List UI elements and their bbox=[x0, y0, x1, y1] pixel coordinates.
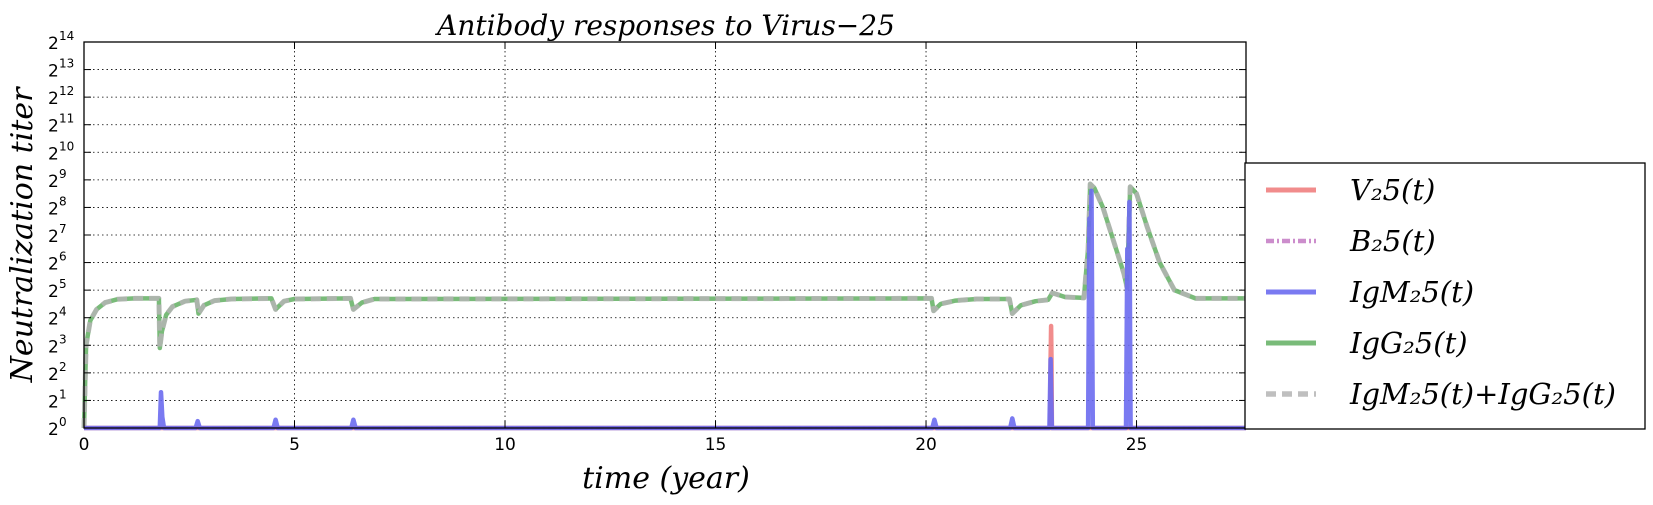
series-layer bbox=[81, 181, 1246, 431]
legend-label: IgM₂5(t)+IgG₂5(t) bbox=[1349, 377, 1616, 411]
y-tick-label: 2 11 bbox=[48, 112, 74, 137]
legend-label: B₂5(t) bbox=[1349, 224, 1436, 258]
y-tick-base: 2 bbox=[48, 144, 59, 164]
legend-box bbox=[1244, 162, 1646, 430]
y-tick-base: 2 bbox=[48, 282, 59, 302]
y-tick-base: 2 bbox=[48, 310, 59, 330]
y-tick-base: 2 bbox=[48, 365, 59, 385]
legend-label: IgM₂5(t) bbox=[1349, 275, 1474, 309]
legend: V₂5(t) B₂5(t) IgM₂5(t) IgG₂5(t) IgM₂5(t)+IgG… bbox=[1244, 162, 1646, 430]
legend-label: V₂5(t) bbox=[1350, 173, 1435, 207]
series-line-2 bbox=[84, 188, 1246, 431]
y-tick-exponent: 10 bbox=[59, 139, 74, 153]
x-tick-label: 5 bbox=[289, 435, 300, 455]
x-tick-label: 15 bbox=[705, 435, 727, 455]
series-line-3 bbox=[81, 181, 1246, 429]
y-tick-exponent: 3 bbox=[59, 332, 67, 346]
y-tick-base: 2 bbox=[48, 392, 59, 412]
x-tick-label: 20 bbox=[915, 435, 937, 455]
y-tick-exponent: 12 bbox=[59, 84, 74, 98]
y-tick-exponent: 6 bbox=[59, 250, 67, 264]
y-tick-exponent: 5 bbox=[59, 277, 67, 291]
y-tick-exponent: 1 bbox=[59, 387, 67, 401]
legend-label: IgG₂5(t) bbox=[1349, 326, 1468, 360]
y-tick-base: 2 bbox=[48, 255, 59, 275]
x-tick-label: 25 bbox=[1126, 435, 1148, 455]
y-tick-exponent: 14 bbox=[59, 29, 74, 43]
y-tick-label: 2 10 bbox=[48, 139, 74, 164]
x-tick-label: 0 bbox=[79, 435, 90, 455]
y-tick-exponent: 4 bbox=[59, 305, 67, 319]
y-axis-label: Neutralization titer bbox=[5, 86, 40, 384]
y-tick-exponent: 7 bbox=[59, 222, 67, 236]
y-tick-base: 2 bbox=[48, 62, 59, 82]
ticks: 0 5 10 15 20 252 02 12 22 32 42 52 62 72 82 92 102 112 122… bbox=[48, 29, 1246, 455]
chart-title: Antibody responses to Virus−25 bbox=[434, 9, 895, 42]
y-tick-label: 2 12 bbox=[48, 84, 74, 109]
y-tick-base: 2 bbox=[48, 227, 59, 247]
series-line-4 bbox=[81, 181, 1246, 429]
x-tick-label: 10 bbox=[494, 435, 516, 455]
y-tick-base: 2 bbox=[48, 117, 59, 137]
y-tick-exponent: 0 bbox=[59, 415, 67, 429]
y-tick-exponent: 11 bbox=[59, 112, 74, 126]
y-tick-base: 2 bbox=[48, 34, 59, 54]
y-tick-base: 2 bbox=[48, 420, 59, 440]
x-axis-label: time (year) bbox=[582, 461, 750, 496]
y-tick-base: 2 bbox=[48, 89, 59, 109]
series-line-0 bbox=[84, 323, 1246, 431]
y-tick-exponent: 2 bbox=[59, 360, 67, 374]
y-tick-exponent: 9 bbox=[59, 167, 67, 181]
y-tick-base: 2 bbox=[48, 337, 59, 357]
grid bbox=[83, 42, 1246, 428]
y-tick-exponent: 8 bbox=[59, 194, 67, 208]
y-tick-label: 2 14 bbox=[48, 29, 74, 54]
y-tick-base: 2 bbox=[48, 199, 59, 219]
y-tick-label: 2 13 bbox=[48, 57, 74, 82]
y-tick-base: 2 bbox=[48, 172, 59, 192]
y-tick-exponent: 13 bbox=[59, 57, 74, 71]
